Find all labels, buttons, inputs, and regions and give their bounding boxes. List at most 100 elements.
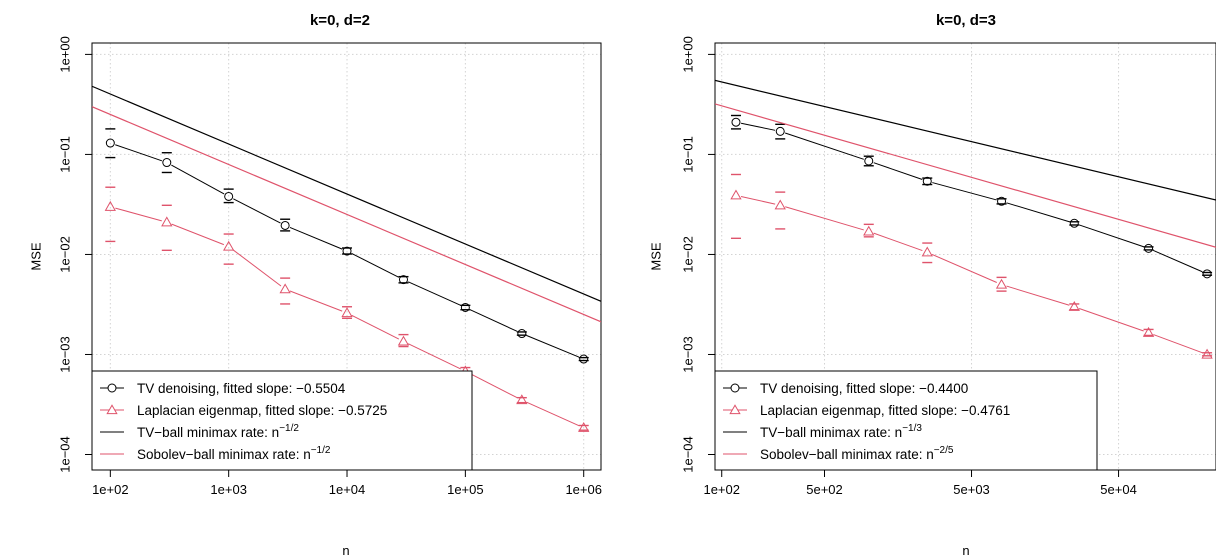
data-point xyxy=(161,216,173,227)
data-point xyxy=(1201,348,1213,359)
legend-marker xyxy=(729,404,741,415)
series-2 xyxy=(104,186,590,432)
legend-label-exponent: −1/2 xyxy=(279,423,299,434)
series-segment xyxy=(931,253,997,283)
series-segment xyxy=(469,309,518,332)
x-tick-label: 1e+05 xyxy=(447,482,484,497)
grid xyxy=(715,43,1216,470)
legend: TV denoising, fitted slope: −0.5504 Lapla… xyxy=(91,370,473,471)
series-2 xyxy=(730,173,1213,359)
data-point xyxy=(921,246,933,257)
chart-title: k=0, d=3 xyxy=(936,12,996,29)
rate-line xyxy=(92,106,601,323)
data-point xyxy=(731,117,741,127)
panel-2: 1e+02 5e+02 5e+03 5e+04 1e−04 1e−03 1e−02 1e−01… xyxy=(649,12,1216,557)
series-segment xyxy=(873,162,923,180)
data-point xyxy=(460,302,470,312)
series-segment xyxy=(407,343,461,370)
rate-line xyxy=(715,79,1216,201)
series-segment xyxy=(469,373,518,399)
series-segment xyxy=(115,144,163,162)
data-point xyxy=(279,283,291,294)
data-point xyxy=(104,200,116,211)
legend-label: TV denoising, fitted slope: −0.4400 xyxy=(760,381,968,396)
legend-marker xyxy=(106,404,118,415)
legend-marker xyxy=(107,383,117,393)
legend-box xyxy=(714,370,1098,471)
series-segment xyxy=(740,122,776,131)
series-segment xyxy=(232,249,282,287)
legend-label: Laplacian eigenmap, fitted slope: −0.476… xyxy=(760,403,1010,418)
series-segment xyxy=(115,207,162,222)
y-tick-label: 1e−04 xyxy=(58,436,73,473)
series-4 xyxy=(92,106,601,323)
data-point xyxy=(223,240,235,251)
legend-label: TV−ball minimax rate: n−1/3 xyxy=(760,423,922,440)
x-tick-label: 1e+02 xyxy=(703,482,740,497)
data-point xyxy=(864,156,874,166)
series-segment xyxy=(171,164,225,195)
data-point xyxy=(1142,326,1155,337)
y-tick-label: 1e−01 xyxy=(58,136,73,173)
data-point xyxy=(922,176,932,186)
series-segment xyxy=(1079,224,1144,248)
series-segment xyxy=(171,223,225,246)
data-point xyxy=(517,329,527,339)
series-segment xyxy=(408,281,461,306)
legend-label: TV denoising, fitted slope: −0.5504 xyxy=(137,381,346,396)
series-segment xyxy=(1153,334,1203,354)
series-segment xyxy=(351,314,400,340)
series-segment xyxy=(785,206,864,231)
series-segment xyxy=(740,195,776,205)
y-tick-label: 1e+00 xyxy=(58,36,73,73)
y-tick-label: 1e−02 xyxy=(58,236,73,273)
data-point xyxy=(1202,269,1212,279)
y-tick-label: 1e−03 xyxy=(58,336,73,373)
x-tick-label: 5e+04 xyxy=(1100,482,1137,497)
y-axis-label: MSE xyxy=(649,242,664,271)
legend-label: Sobolev−ball minimax rate: n−2/5 xyxy=(760,445,954,462)
legend-label-exponent: −1/2 xyxy=(311,445,331,456)
rate-line xyxy=(92,85,601,302)
data-point xyxy=(774,199,786,210)
legend-label: Laplacian eigenmap, fitted slope: −0.572… xyxy=(137,403,387,418)
data-point xyxy=(1069,218,1079,228)
data-point xyxy=(995,278,1008,289)
y-tick-label: 1e−04 xyxy=(681,436,696,473)
series-segment xyxy=(289,290,343,312)
data-point xyxy=(516,394,528,405)
legend-label: Sobolev−ball minimax rate: n−1/2 xyxy=(137,445,331,462)
data-point xyxy=(397,335,410,346)
series-1 xyxy=(730,114,1213,279)
series-3 xyxy=(715,79,1216,201)
x-tick-label: 1e+02 xyxy=(92,482,129,497)
data-layer xyxy=(92,85,601,432)
data-point xyxy=(997,196,1007,206)
data-point xyxy=(578,421,590,432)
data-point xyxy=(162,158,172,168)
series-segment xyxy=(1153,249,1203,273)
data-point xyxy=(224,191,234,201)
x-tick-label: 1e+06 xyxy=(565,482,602,497)
y-tick-label: 1e−02 xyxy=(681,236,696,273)
x-tick-label: 5e+03 xyxy=(953,482,990,497)
x-tick-label: 1e+04 xyxy=(329,482,366,497)
data-point xyxy=(863,225,875,236)
series-1 xyxy=(105,128,589,364)
x-tick-label: 5e+02 xyxy=(806,482,843,497)
legend-label: TV−ball minimax rate: n−1/2 xyxy=(137,423,299,440)
series-segment xyxy=(1006,202,1070,223)
series-segment xyxy=(1079,307,1144,332)
legend-label-exponent: −2/5 xyxy=(934,445,954,456)
y-tick-label: 1e+00 xyxy=(681,36,696,73)
x-axis-label: n xyxy=(342,543,349,557)
series-segment xyxy=(289,226,343,250)
series-segment xyxy=(932,182,997,201)
series-segment xyxy=(351,253,400,278)
rate-line xyxy=(715,103,1216,248)
grid xyxy=(92,43,601,470)
data-point xyxy=(341,307,353,318)
series-4 xyxy=(715,103,1216,248)
series-segment xyxy=(785,132,864,160)
